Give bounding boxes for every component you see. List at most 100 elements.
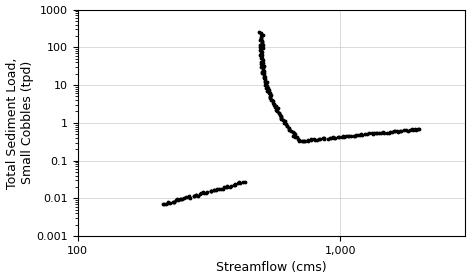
Point <box>416 127 423 132</box>
Point <box>169 200 177 204</box>
Point <box>269 99 276 104</box>
Point <box>260 74 268 79</box>
Point <box>398 129 405 133</box>
Point <box>268 93 275 98</box>
Point <box>257 54 265 59</box>
Point <box>411 127 419 132</box>
Point <box>316 137 323 141</box>
Point <box>236 180 243 184</box>
Point <box>262 85 270 90</box>
Point <box>197 191 204 196</box>
Point <box>302 138 309 143</box>
Point <box>365 131 373 136</box>
Point <box>386 130 393 135</box>
Point <box>260 33 267 38</box>
Point <box>291 132 299 136</box>
Point <box>261 80 268 84</box>
Point <box>357 132 365 136</box>
Point <box>370 131 378 136</box>
Point <box>265 88 272 93</box>
Point <box>185 193 193 198</box>
Point <box>218 186 225 191</box>
Point <box>177 197 185 201</box>
Point <box>313 137 321 142</box>
Point <box>258 35 265 40</box>
Point <box>391 129 398 134</box>
Point <box>361 132 369 136</box>
Point <box>277 114 284 118</box>
Point <box>325 137 332 141</box>
Point <box>160 202 167 207</box>
Point <box>159 201 166 206</box>
Point <box>200 191 208 195</box>
Point <box>285 125 292 130</box>
Point <box>331 136 338 140</box>
Point <box>259 66 267 71</box>
Point <box>258 62 265 66</box>
Point <box>175 198 182 202</box>
Point <box>340 135 348 139</box>
Point <box>215 187 222 191</box>
Point <box>319 136 327 141</box>
Point <box>406 128 414 132</box>
Point <box>307 138 314 142</box>
Point <box>346 134 353 138</box>
Point <box>263 84 271 88</box>
Point <box>260 73 268 77</box>
Point <box>239 180 247 185</box>
Point <box>166 200 173 205</box>
Point <box>258 65 265 69</box>
Point <box>257 37 265 41</box>
Point <box>283 122 290 127</box>
Point <box>373 130 381 135</box>
Point <box>268 98 276 102</box>
Point <box>203 190 211 195</box>
Point <box>226 185 234 189</box>
Point <box>264 80 271 85</box>
Point <box>375 131 383 136</box>
Point <box>283 124 291 129</box>
Point <box>266 91 274 95</box>
Point <box>294 137 302 141</box>
Point <box>224 184 231 189</box>
Point <box>266 94 274 98</box>
Point <box>304 138 312 142</box>
Point <box>338 135 346 139</box>
Point <box>291 134 299 139</box>
Point <box>170 200 177 204</box>
Point <box>259 61 267 66</box>
Point <box>263 82 270 87</box>
Point <box>304 138 311 143</box>
Point <box>257 56 265 60</box>
Point <box>162 201 170 206</box>
Point <box>347 133 355 138</box>
Point <box>181 196 188 200</box>
Point <box>351 134 359 138</box>
Point <box>279 118 286 122</box>
Point <box>277 116 284 120</box>
Point <box>257 43 264 47</box>
Point <box>393 129 401 133</box>
Point <box>277 117 284 122</box>
Point <box>335 135 342 139</box>
Point <box>259 39 266 43</box>
Point <box>299 139 306 143</box>
Point <box>357 133 364 137</box>
Point <box>185 195 192 200</box>
Point <box>235 181 242 186</box>
Point <box>380 131 388 135</box>
Point <box>207 189 214 193</box>
Point <box>260 46 267 51</box>
Point <box>227 183 235 188</box>
Point <box>266 95 274 100</box>
Point <box>213 187 220 192</box>
Point <box>272 108 280 112</box>
Point <box>231 183 239 187</box>
Point <box>241 180 249 185</box>
Point <box>257 48 264 52</box>
Point <box>258 60 266 64</box>
Point <box>211 188 218 192</box>
Point <box>290 131 298 135</box>
Point <box>412 127 420 132</box>
Point <box>258 40 266 45</box>
